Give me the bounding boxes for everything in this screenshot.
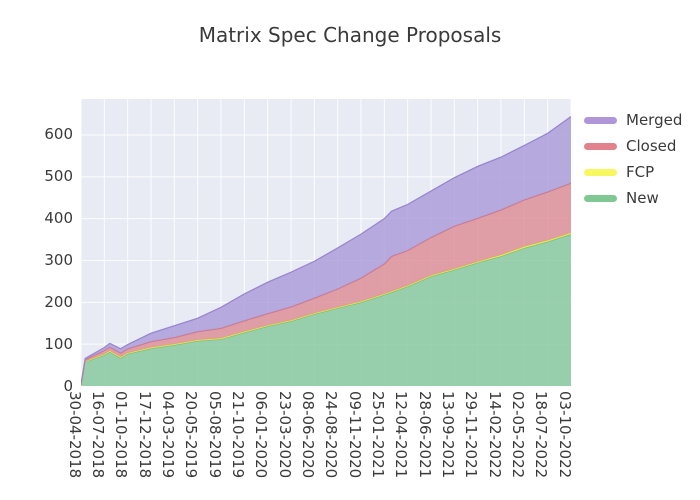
x-tick-label: 14-02-2022: [485, 391, 504, 479]
y-tick-label: 200: [44, 292, 73, 311]
x-tick-label: 04-03-2019: [158, 391, 177, 479]
y-tick-label: 600: [44, 125, 73, 144]
y-tick-label: 400: [44, 209, 73, 228]
legend-label: New: [626, 189, 659, 207]
x-tick-label: 28-06-2021: [415, 391, 434, 479]
legend-item-new: New: [584, 185, 682, 211]
area-merged: [81, 116, 571, 385]
legend-label: FCP: [626, 163, 655, 181]
x-tick-label: 01-10-2018: [112, 391, 131, 479]
x-tick-label: 02-05-2022: [508, 391, 527, 479]
plot-area: [80, 99, 572, 386]
legend-item-fcp: FCP: [584, 159, 682, 185]
x-tick-label: 13-09-2021: [438, 391, 457, 479]
x-tick-label: 24-08-2020: [322, 391, 341, 479]
x-tick-label: 23-03-2020: [275, 391, 294, 479]
area-closed: [81, 183, 571, 386]
legend-item-merged: Merged: [584, 107, 682, 133]
area-new: [81, 234, 571, 386]
chart-title: Matrix Spec Change Proposals: [198, 23, 502, 47]
x-tick-label: 05-08-2019: [205, 391, 224, 479]
x-tick-label: 18-07-2022: [532, 391, 551, 479]
x-tick-label: 29-11-2021: [462, 391, 481, 479]
x-tick-label: 08-06-2020: [298, 391, 317, 479]
x-tick-label: 09-11-2020: [345, 391, 364, 479]
legend-swatch-closed: [584, 142, 617, 150]
legend-label: Closed: [626, 137, 677, 155]
stacked-area-chart: [80, 99, 572, 386]
x-tick-label: 06-01-2020: [252, 391, 271, 479]
legend-label: Merged: [626, 111, 683, 129]
legend-swatch-merged: [584, 116, 617, 124]
y-tick-label: 100: [44, 334, 73, 353]
x-tick-label: 17-12-2018: [135, 391, 154, 479]
edge-new: [80, 233, 572, 386]
legend: Merged Closed FCP New: [584, 107, 682, 211]
legend-swatch-new: [584, 194, 617, 202]
x-tick-label: 21-10-2019: [228, 391, 247, 479]
x-tick-label: 20-05-2019: [182, 391, 201, 479]
edge-merged: [80, 116, 572, 385]
x-tick-label: 03-10-2022: [555, 391, 574, 479]
legend-item-closed: Closed: [584, 133, 682, 159]
x-tick-label: 30-04-2018: [65, 391, 84, 479]
x-tick-label: 12-04-2021: [392, 391, 411, 479]
y-tick-label: 500: [44, 167, 73, 186]
x-tick-label: 16-07-2018: [88, 391, 107, 479]
x-tick-label: 25-01-2021: [368, 391, 387, 479]
y-tick-label: 300: [44, 250, 73, 269]
legend-swatch-fcp: [584, 168, 617, 176]
y-tick-label: 0: [63, 376, 73, 395]
